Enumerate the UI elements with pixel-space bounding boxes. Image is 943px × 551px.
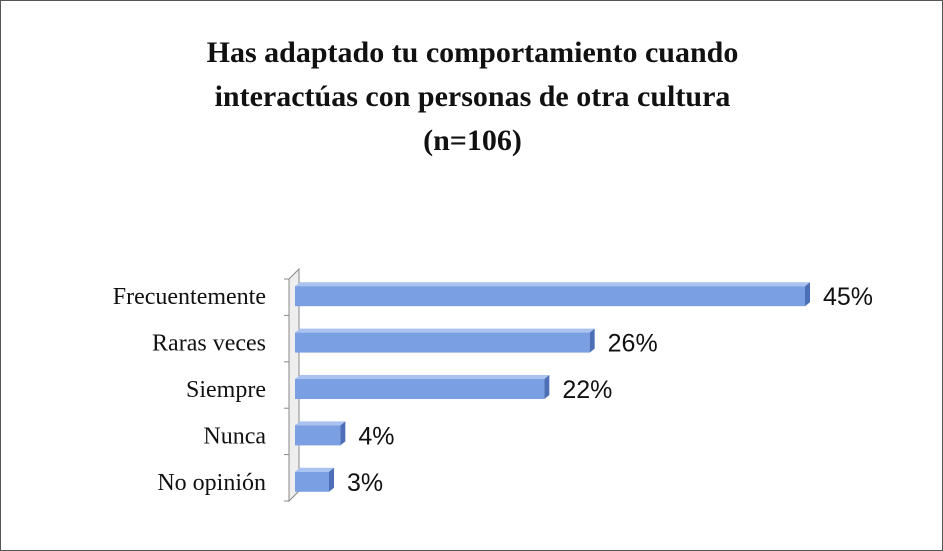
category-label: Nunca	[203, 423, 266, 449]
chart-title: Has adaptado tu comportamiento cuando in…	[1, 31, 943, 163]
bar	[295, 379, 545, 399]
bar	[295, 332, 590, 353]
value-label: 26%	[608, 330, 658, 358]
category-label: Siempre	[186, 377, 266, 403]
value-label: 22%	[562, 376, 612, 404]
bar-top-face	[295, 282, 810, 287]
bar	[295, 425, 341, 446]
category-label: Raras veces	[152, 331, 266, 357]
bar-end-face	[544, 375, 550, 399]
bar-top-face	[295, 328, 595, 333]
bar	[295, 471, 329, 492]
bar-top-face	[295, 421, 346, 426]
value-label: 3%	[347, 469, 383, 497]
value-label: 4%	[358, 422, 394, 450]
chart-title-line-1: Has adaptado tu comportamiento cuando	[206, 36, 739, 69]
bar-top-face	[295, 467, 334, 472]
chart-title-line-3: (n=106)	[423, 124, 522, 157]
category-label: Frecuentemente	[113, 284, 266, 310]
value-label: 45%	[823, 283, 873, 311]
chart-title-line-2: interactúas con personas de otra cultura	[214, 80, 731, 113]
bar-end-face	[589, 328, 595, 353]
bar-end-face	[329, 467, 334, 492]
bar	[295, 286, 805, 307]
bar-end-face	[805, 282, 810, 307]
bar-top-face	[295, 375, 550, 379]
category-label: No opinión	[157, 470, 266, 496]
bar-end-face	[340, 421, 346, 446]
